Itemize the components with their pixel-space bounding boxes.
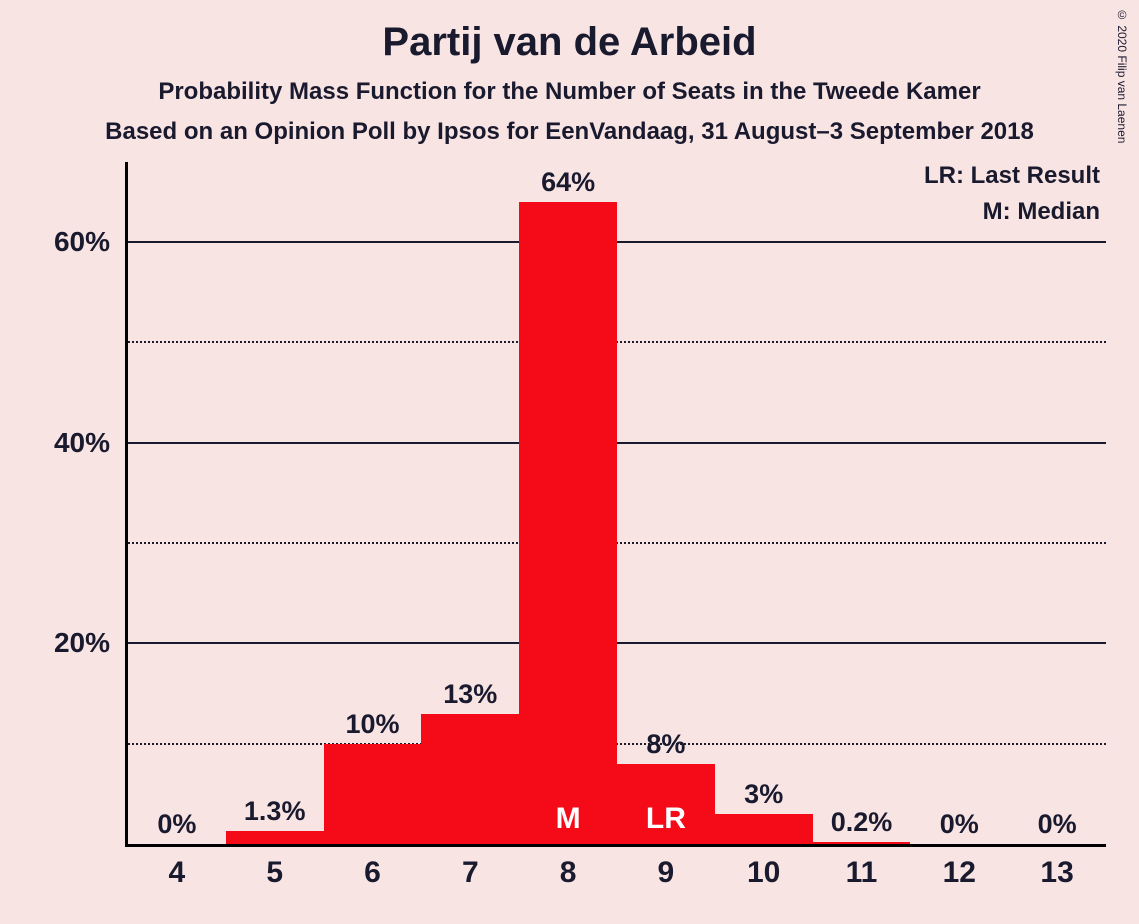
gridline-minor: [128, 542, 1106, 544]
bar-value-label: 0.2%: [831, 807, 893, 838]
bar: [324, 744, 422, 844]
gridline-minor: [128, 341, 1106, 343]
gridline-major: [128, 442, 1106, 444]
y-axis-tick-label: 60%: [54, 226, 128, 258]
y-axis-tick-label: 20%: [54, 627, 128, 659]
bar-value-label: 0%: [940, 809, 979, 840]
x-axis-tick-label: 5: [266, 844, 283, 890]
bar-value-label: 13%: [443, 679, 497, 710]
x-axis-tick-label: 11: [846, 844, 878, 890]
bar: LR: [617, 764, 715, 844]
x-axis-line: [125, 844, 1106, 847]
x-axis-tick-label: 13: [1040, 844, 1073, 890]
y-axis-tick-label: 40%: [54, 427, 128, 459]
x-axis-tick-label: 10: [747, 844, 780, 890]
bar-inner-label: LR: [646, 802, 686, 836]
bar-inner-label: M: [556, 802, 581, 836]
x-axis-tick-label: 6: [364, 844, 381, 890]
gridline-major: [128, 642, 1106, 644]
bar-value-label: 3%: [744, 779, 783, 810]
chart-subtitle-1: Probability Mass Function for the Number…: [0, 78, 1139, 106]
chart-title: Partij van de Arbeid: [0, 20, 1139, 65]
bar: [421, 714, 519, 844]
bar: [226, 831, 324, 844]
bar-value-label: 0%: [157, 809, 196, 840]
gridline-minor: [128, 743, 1106, 745]
legend-line-2: M: Median: [924, 198, 1100, 226]
bar: [715, 814, 813, 844]
x-axis-tick-label: 4: [169, 844, 186, 890]
plot-area: 20%40%60%0%41.3%510%613%7M64%8LR8%93%100…: [128, 192, 1106, 844]
x-axis-tick-label: 12: [943, 844, 976, 890]
bar-value-label: 0%: [1038, 809, 1077, 840]
bar-value-label: 10%: [345, 709, 399, 740]
bar-value-label: 1.3%: [244, 796, 306, 827]
chart-subtitle-2: Based on an Opinion Poll by Ipsos for Ee…: [0, 118, 1139, 146]
legend: LR: Last Result M: Median: [924, 162, 1100, 226]
bar-value-label: 64%: [541, 167, 595, 198]
x-axis-tick-label: 9: [658, 844, 675, 890]
x-axis-tick-label: 8: [560, 844, 577, 890]
x-axis-tick-label: 7: [462, 844, 479, 890]
bar-value-label: 8%: [646, 729, 685, 760]
gridline-major: [128, 241, 1106, 243]
copyright-text: © 2020 Filip van Laenen: [1115, 8, 1129, 143]
y-axis-line: [125, 162, 128, 847]
bar: M: [519, 202, 617, 844]
legend-line-1: LR: Last Result: [924, 162, 1100, 190]
